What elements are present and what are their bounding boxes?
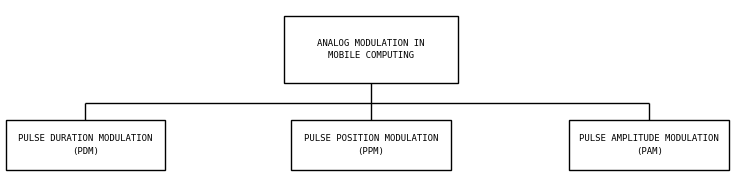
Text: ANALOG MODULATION IN
MOBILE COMPUTING: ANALOG MODULATION IN MOBILE COMPUTING (318, 39, 424, 60)
FancyBboxPatch shape (570, 120, 729, 170)
FancyBboxPatch shape (283, 16, 458, 83)
Text: PULSE AMPLITUDE MODULATION
(PAM): PULSE AMPLITUDE MODULATION (PAM) (580, 134, 719, 156)
FancyBboxPatch shape (291, 120, 451, 170)
FancyBboxPatch shape (6, 120, 165, 170)
Text: PULSE POSITION MODULATION
(PPM): PULSE POSITION MODULATION (PPM) (303, 134, 439, 156)
Text: PULSE DURATION MODULATION
(PDM): PULSE DURATION MODULATION (PDM) (18, 134, 153, 156)
